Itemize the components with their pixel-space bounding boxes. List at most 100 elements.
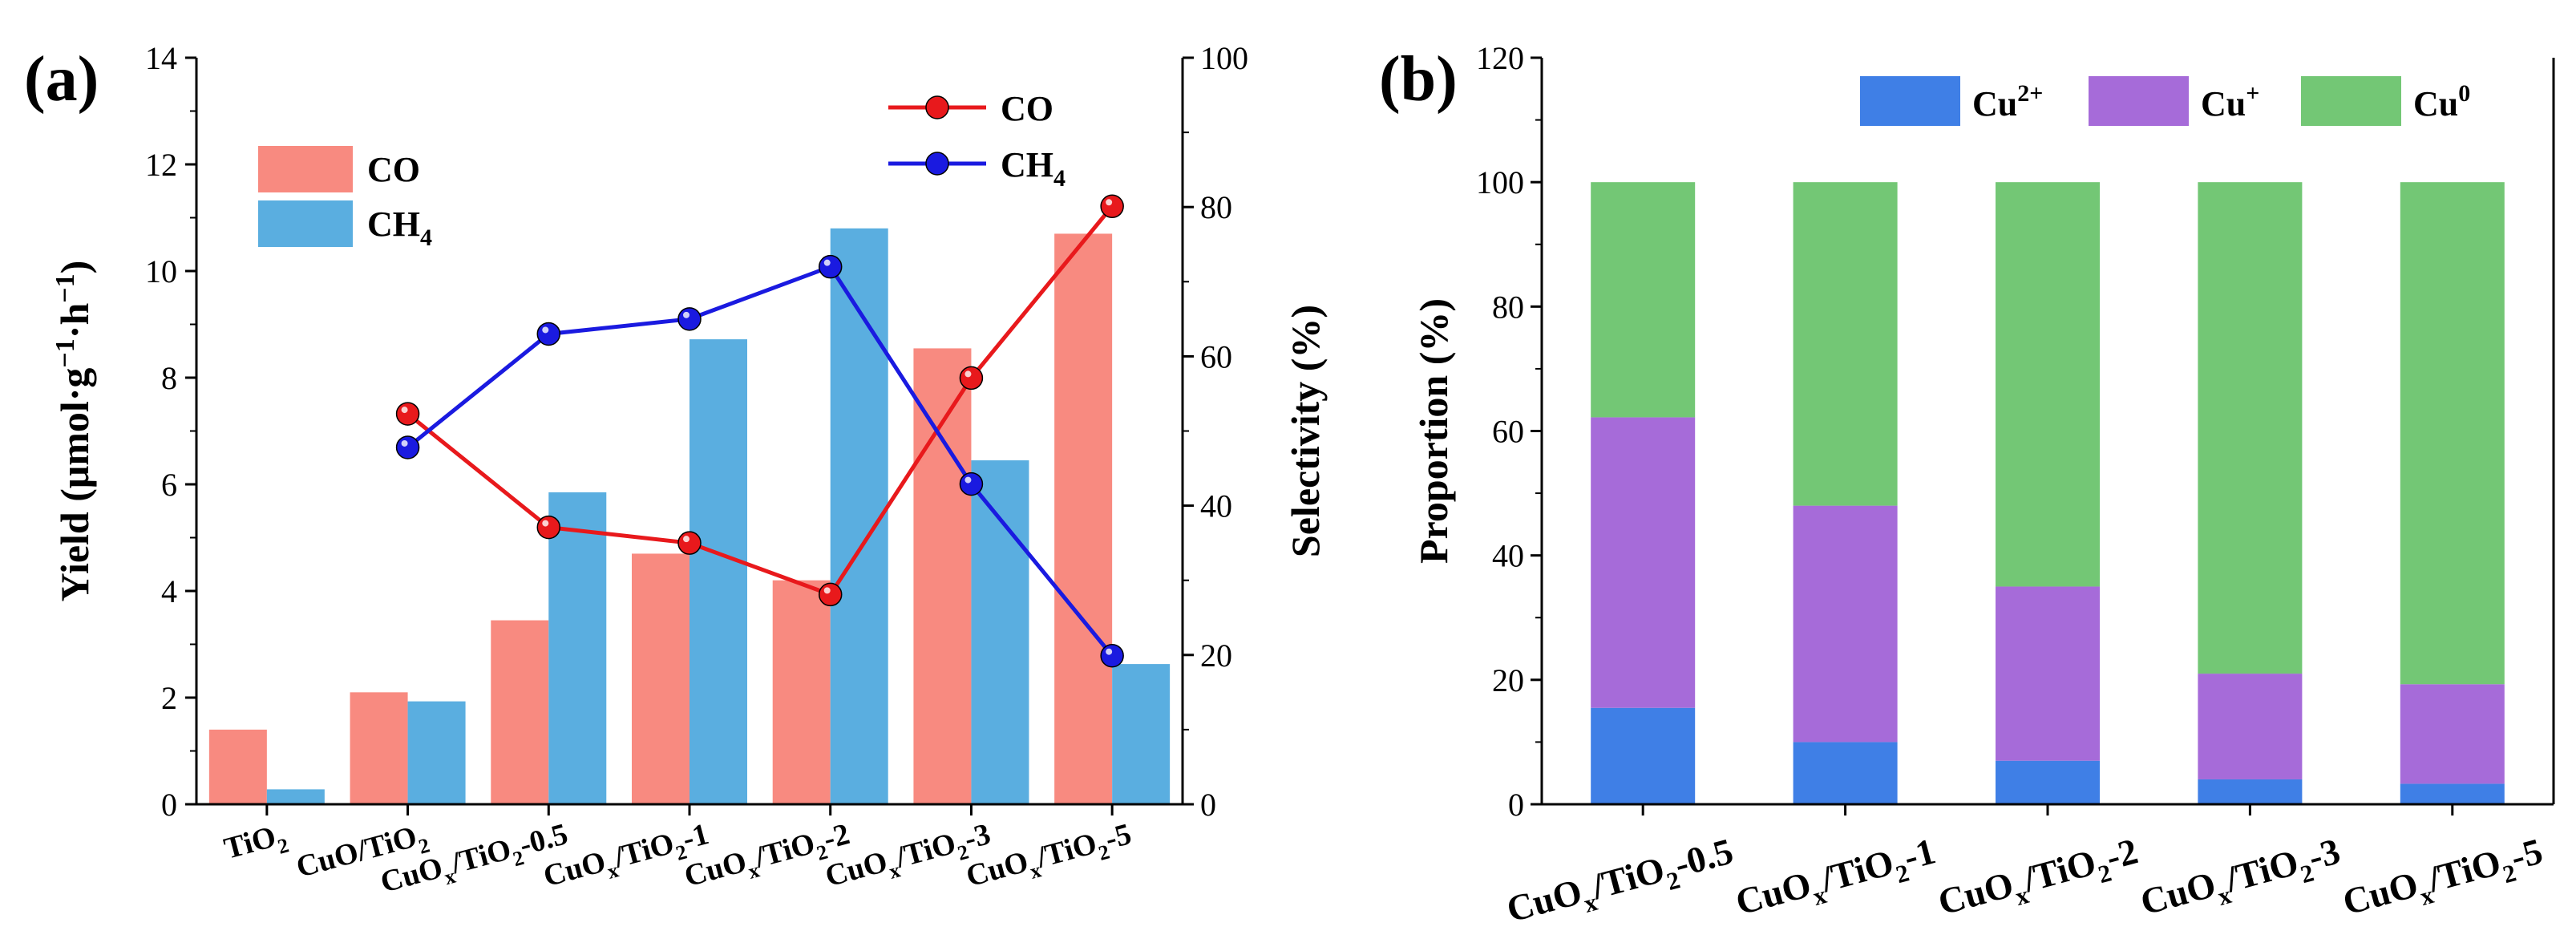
legend-label-ch4: CH4 [367, 204, 432, 251]
y-tick-label: 0 [1508, 787, 1524, 823]
point-ch4 [395, 435, 420, 459]
bar-co [772, 580, 831, 804]
point-highlight [401, 439, 408, 447]
point-co [677, 531, 702, 555]
bar-ch4 [407, 701, 466, 804]
bar-segment-cu2plus [1996, 760, 2100, 804]
y-tick-label-right: 80 [1200, 189, 1232, 225]
point-highlight [401, 407, 408, 414]
legend-swatch-ch4 [258, 200, 353, 247]
point-ch4 [536, 322, 561, 346]
y-tick-label-left: 4 [161, 573, 177, 609]
bar-ch4 [689, 339, 747, 804]
bar-segment-cuplus [1996, 586, 2100, 761]
x-tick-label: CuOx/TiO2-5 [963, 817, 1137, 900]
y-tick-label-left: 6 [161, 467, 177, 503]
y-tick-label-left: 2 [161, 680, 177, 716]
legend-label-co: CO [367, 150, 420, 189]
point-highlight [542, 520, 549, 527]
bar-segment-cu0 [1996, 182, 2100, 587]
bar-segment-cu2plus [1793, 742, 1898, 804]
bar-segment-cu0 [1793, 182, 1898, 506]
y-tick-label-left: 8 [161, 360, 177, 396]
bar-segment-cuplus [1591, 417, 1696, 708]
y-axis-title: Proportion (%) [1411, 298, 1456, 564]
point-highlight [542, 326, 549, 334]
x-tick-label: CuOx/TiO2-0.5 [1502, 830, 1740, 937]
point-highlight [823, 587, 831, 594]
y-tick-label: 40 [1492, 538, 1524, 574]
bar-segment-cu2plus [1591, 707, 1696, 804]
legend-marker-co [925, 95, 949, 119]
point-ch4 [959, 471, 984, 496]
y-tick-label-right: 40 [1200, 488, 1232, 524]
bar-ch4 [1112, 664, 1171, 804]
y-tick-label-right: 0 [1200, 787, 1216, 823]
bar-co [1054, 233, 1113, 804]
point-ch4 [1100, 643, 1124, 668]
bar-co [208, 729, 267, 804]
y-tick-label: 120 [1476, 40, 1524, 76]
bar-ch4 [266, 789, 325, 804]
panel-b-chart: 020406080100120CuOx/TiO2-0.5CuOx/TiO2-1C… [1411, 40, 2555, 937]
bar-segment-cu0 [1591, 182, 1696, 418]
y-tick-label: 20 [1492, 662, 1524, 698]
point-ch4 [677, 307, 702, 331]
point-highlight [683, 311, 689, 318]
legend-line-label-co: CO [1001, 89, 1053, 128]
x-tick-label: TiO2​ [220, 817, 291, 872]
legend-label-cu0: Cu0 [2413, 80, 2470, 123]
point-co [395, 402, 420, 426]
legend-swatch-cu2plus [1860, 76, 1960, 126]
bar-ch4 [548, 492, 607, 804]
legend-swatch-co [258, 146, 353, 192]
y-tick-label-left: 0 [161, 787, 177, 823]
legend-swatch-cuplus [2089, 76, 2189, 126]
point-highlight [964, 370, 972, 378]
bar-segment-cu0 [2400, 182, 2505, 685]
panel-label-b: (b) [1379, 44, 1458, 115]
legend-swatch-cu0 [2301, 76, 2401, 126]
point-co [536, 515, 561, 540]
x-tick-label: CuOx/TiO2-3 [2136, 830, 2346, 930]
point-highlight [1106, 648, 1113, 655]
y-tick-label-right: 60 [1200, 338, 1232, 374]
bar-segment-cuplus [2400, 684, 2505, 784]
bar-segment-cu0 [2198, 182, 2303, 674]
bar-segment-cuplus [1793, 505, 1898, 743]
x-tick-label: CuOx/TiO2-3 [822, 817, 996, 900]
y-tick-label-left: 10 [145, 253, 177, 289]
point-highlight [1106, 199, 1113, 206]
point-highlight [823, 259, 831, 266]
bar-co [350, 692, 408, 804]
bar-segment-cuplus [2198, 674, 2303, 779]
legend-line-label-ch4: CH4 [1001, 145, 1066, 192]
bar-segment-cu2plus [2198, 779, 2303, 804]
bar-ch4 [971, 460, 1029, 804]
y-tick-label: 80 [1492, 289, 1524, 325]
y-tick-label: 100 [1476, 164, 1524, 200]
bar-ch4 [830, 228, 888, 804]
point-highlight [964, 476, 972, 484]
x-tick-label: CuOx/TiO2-2 [1934, 830, 2144, 930]
y-tick-label-right: 20 [1200, 637, 1232, 674]
bar-segment-cu2plus [2400, 783, 2505, 804]
y-axis-title-left: Yield (μmol·g−1·h−1) [51, 261, 97, 602]
point-co [1100, 194, 1124, 219]
x-tick-label: CuOx/TiO2-1 [1732, 830, 1942, 930]
point-ch4 [818, 254, 843, 279]
bar-co [491, 620, 549, 804]
bar-co [632, 553, 689, 804]
y-tick-label-left: 12 [145, 147, 177, 183]
x-tick-label: CuOx/TiO2-5 [2339, 830, 2549, 930]
y-tick-label: 60 [1492, 414, 1524, 450]
point-co [818, 582, 843, 607]
legend-label-cu2plus: Cu2+ [1972, 80, 2043, 123]
point-highlight [683, 536, 689, 543]
line-ch4 [406, 264, 1114, 658]
y-tick-label-left: 14 [145, 40, 177, 76]
y-tick-label-right: 100 [1200, 40, 1248, 76]
legend-label-cuplus: Cu+ [2201, 80, 2259, 123]
